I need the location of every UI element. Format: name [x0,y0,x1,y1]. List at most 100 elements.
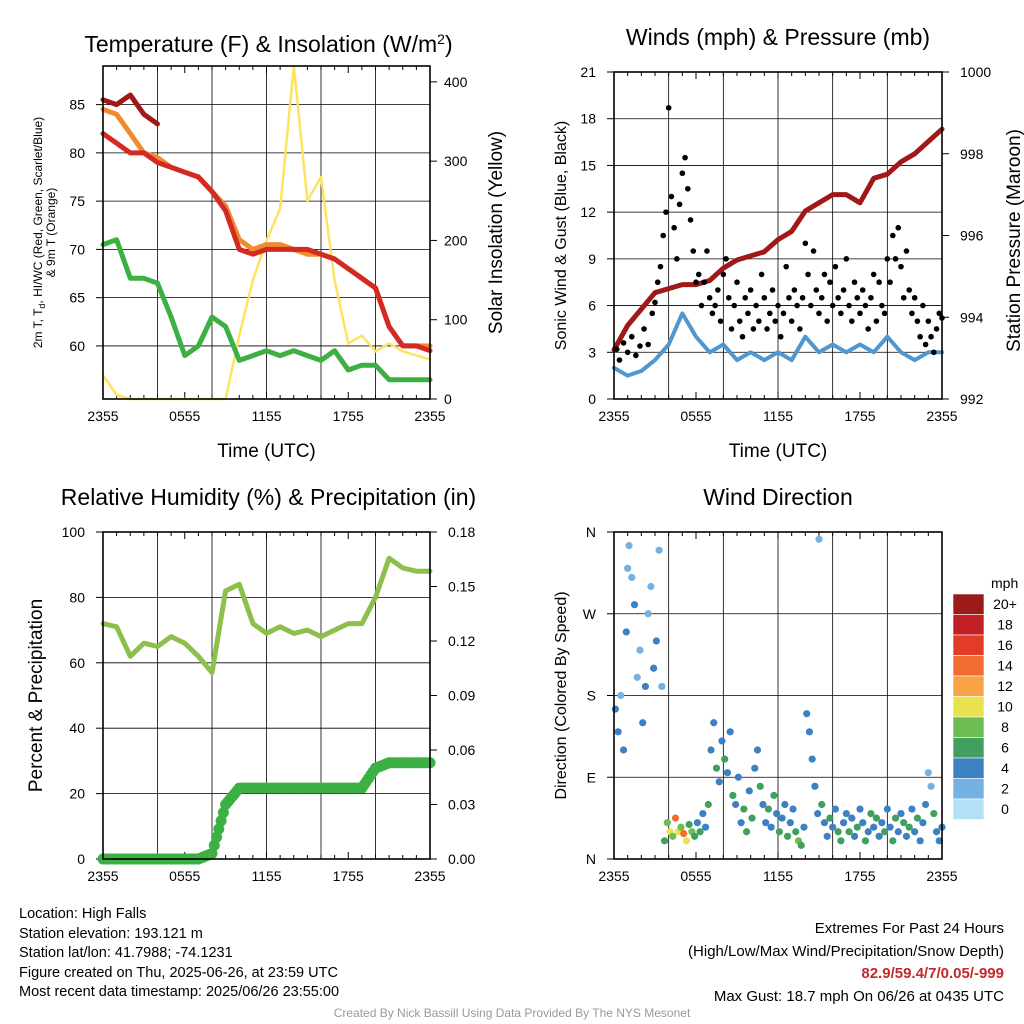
direction-point [745,787,753,795]
y-tick-label: 60 [69,655,85,671]
y-tick-label: 100 [62,524,86,540]
gust-point [791,287,798,293]
y-axis-label-part: & 9m T (Orange) [44,188,58,278]
direction-point [773,809,781,818]
direction-point [826,814,834,822]
gust-point [925,318,932,324]
gust-point [674,256,680,262]
legend-label: 16 [997,637,1013,653]
gust-point [922,341,929,348]
direction-point [859,819,867,827]
direction-point [614,728,622,736]
direction-point [729,791,737,800]
chart-title: Winds (mph) & Pressure (mb) [626,24,930,50]
y2-tick-label: 0.09 [448,688,475,704]
gust-point [827,279,833,286]
y-tick-label: 80 [69,145,85,161]
direction-point [721,755,729,763]
extremes-values: 82.9/59.4/7/0.05/-999 [861,965,1004,982]
gust-point [663,209,669,215]
gust-point [633,352,639,359]
direction-point [800,823,808,831]
y-tick-label: 20 [69,786,85,802]
direction-point [894,828,902,836]
gust-point [679,170,686,177]
y-tick-label: 70 [69,241,85,257]
legend-swatch [952,634,985,656]
gust-point [876,279,882,286]
gust-point [879,302,885,309]
direction-point [897,809,905,818]
y2-tick-label: 0.00 [448,851,475,867]
gust-point [780,310,787,317]
x-axis-label: Time (UTC) [217,441,316,462]
y-tick-label: E [587,769,596,785]
title-superscript: 2 [437,31,445,47]
direction-point [902,832,911,840]
direction-point [924,769,932,777]
gust-point [854,294,861,301]
gust-point [665,105,672,111]
direction-point [625,542,633,550]
gust-point [715,287,721,293]
legend-swatch [952,593,985,615]
x-tick-label: 1755 [844,868,875,884]
direction-point [650,664,658,672]
y2-tick-label: 0.06 [448,742,475,758]
x-tick-label: 0555 [169,408,200,424]
direction-point [734,773,742,781]
direction-point [872,814,881,822]
direction-point [814,809,822,818]
y-tick-label: 0 [77,851,85,867]
direction-point [853,823,861,831]
series-line-station-pressure [611,126,945,353]
gust-point [620,340,627,346]
direction-point [808,755,816,763]
chart-title: Temperature (F) & Insolation (W/m2) [84,31,452,57]
gust-point [903,248,910,254]
direction-point [919,819,927,827]
direction-point [704,800,712,809]
direction-point [691,832,699,840]
gust-point [873,318,880,324]
y-axis-label-part: , HI/WC (Red, Green, Scarlet/Blue) [31,117,45,304]
direction-point [701,823,710,831]
gust-point [794,302,800,309]
title-close: ) [445,31,453,57]
gust-point [756,318,762,324]
gust-point [870,271,877,278]
direction-point [742,828,751,836]
station-location: Location: High Falls [19,906,147,922]
gust-point [739,333,746,340]
gust-point [701,279,707,286]
direction-point [671,814,680,822]
gust-point [764,326,770,332]
direction-point [927,782,935,790]
direction-point [886,823,894,831]
direction-point [829,823,837,831]
direction-point [781,800,789,809]
direction-point [718,737,726,745]
y2-tick-label: 994 [960,309,984,325]
legend-swatch [952,737,985,759]
legend-label: 8 [1001,719,1009,735]
y-axis-label: Percent & Precipitation [26,599,47,792]
y-tick-label: 3 [588,344,596,360]
direction-point [707,746,715,754]
direction-point [685,820,693,829]
gust-point [775,302,781,309]
gust-point [742,294,748,301]
direction-point [850,832,859,840]
x-axis-label: Time (UTC) [729,441,828,462]
legend-swatch [952,675,985,697]
direction-point [682,837,691,845]
direction-point [756,782,764,790]
x-tick-label: 2355 [87,408,118,424]
gust-point [657,263,664,270]
chart-title: Relative Humidity (%) & Precipitation (i… [61,484,476,510]
direction-point [770,791,778,800]
y-tick-label: 0 [588,391,596,407]
x-tick-label: 0555 [169,868,200,884]
direction-point [680,829,688,838]
gust-point [695,271,702,278]
